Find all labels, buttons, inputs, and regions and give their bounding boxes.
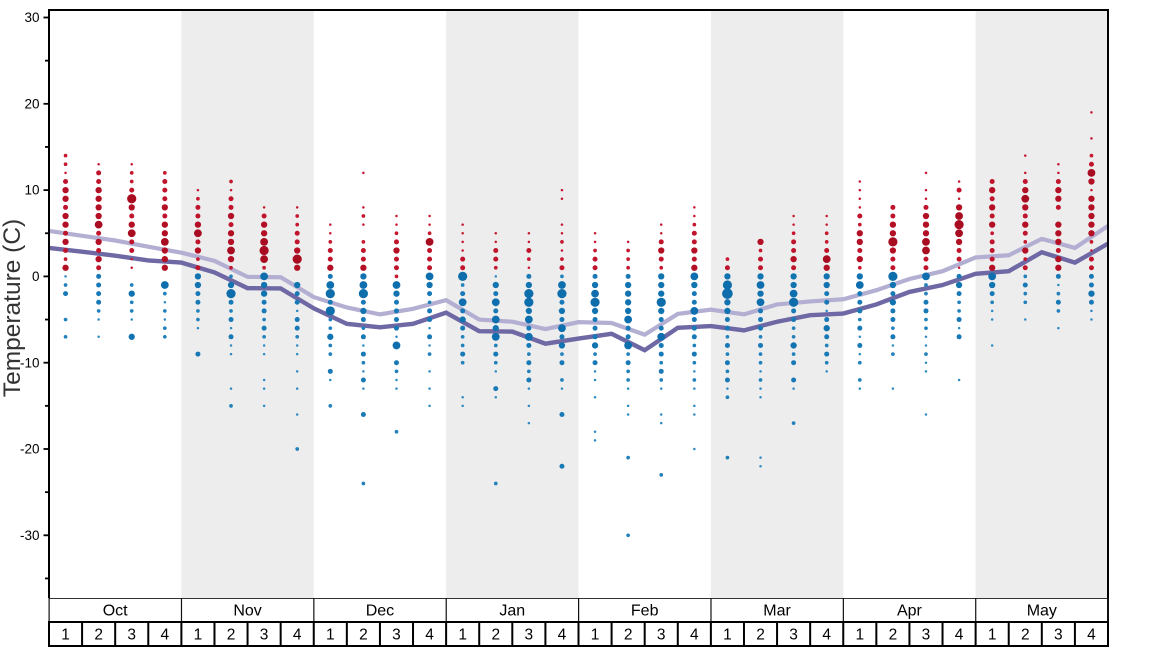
svg-text:-10: -10 (20, 355, 40, 370)
svg-text:1: 1 (988, 627, 997, 644)
svg-text:2: 2 (624, 627, 633, 644)
svg-text:May: May (1027, 603, 1057, 620)
svg-text:2: 2 (889, 627, 898, 644)
svg-text:1: 1 (723, 627, 732, 644)
svg-text:0: 0 (32, 269, 40, 284)
svg-text:Apr: Apr (897, 603, 923, 620)
svg-text:Oct: Oct (103, 603, 128, 620)
svg-text:1: 1 (326, 627, 335, 644)
svg-text:3: 3 (525, 627, 534, 644)
svg-text:3: 3 (127, 627, 136, 644)
svg-text:1: 1 (855, 627, 864, 644)
svg-text:3: 3 (657, 627, 666, 644)
svg-text:-20: -20 (20, 442, 40, 457)
svg-text:Mar: Mar (763, 603, 791, 620)
svg-text:1: 1 (61, 627, 70, 644)
svg-text:4: 4 (293, 627, 302, 644)
svg-text:2: 2 (359, 627, 368, 644)
svg-text:1: 1 (194, 627, 203, 644)
svg-text:2: 2 (94, 627, 103, 644)
svg-text:3: 3 (922, 627, 931, 644)
svg-text:3: 3 (1054, 627, 1063, 644)
svg-text:Dec: Dec (366, 603, 394, 620)
svg-text:4: 4 (558, 627, 567, 644)
svg-text:4: 4 (425, 627, 434, 644)
svg-text:2: 2 (756, 627, 765, 644)
svg-text:30: 30 (24, 10, 39, 25)
svg-text:3: 3 (260, 627, 269, 644)
svg-text:2: 2 (1021, 627, 1030, 644)
svg-text:1: 1 (591, 627, 600, 644)
svg-text:10: 10 (24, 183, 39, 198)
svg-text:20: 20 (24, 96, 39, 111)
svg-text:3: 3 (392, 627, 401, 644)
svg-text:Jan: Jan (499, 603, 525, 620)
svg-text:-30: -30 (20, 528, 40, 543)
svg-text:4: 4 (955, 627, 964, 644)
svg-text:Feb: Feb (631, 603, 659, 620)
svg-text:4: 4 (822, 627, 831, 644)
svg-text:Temperature (C): Temperature (C) (0, 219, 26, 397)
svg-text:3: 3 (789, 627, 798, 644)
svg-text:4: 4 (1087, 627, 1096, 644)
svg-text:2: 2 (491, 627, 500, 644)
svg-text:4: 4 (690, 627, 699, 644)
svg-text:1: 1 (458, 627, 467, 644)
svg-text:2: 2 (227, 627, 236, 644)
svg-text:Nov: Nov (233, 603, 261, 620)
svg-text:4: 4 (161, 627, 170, 644)
